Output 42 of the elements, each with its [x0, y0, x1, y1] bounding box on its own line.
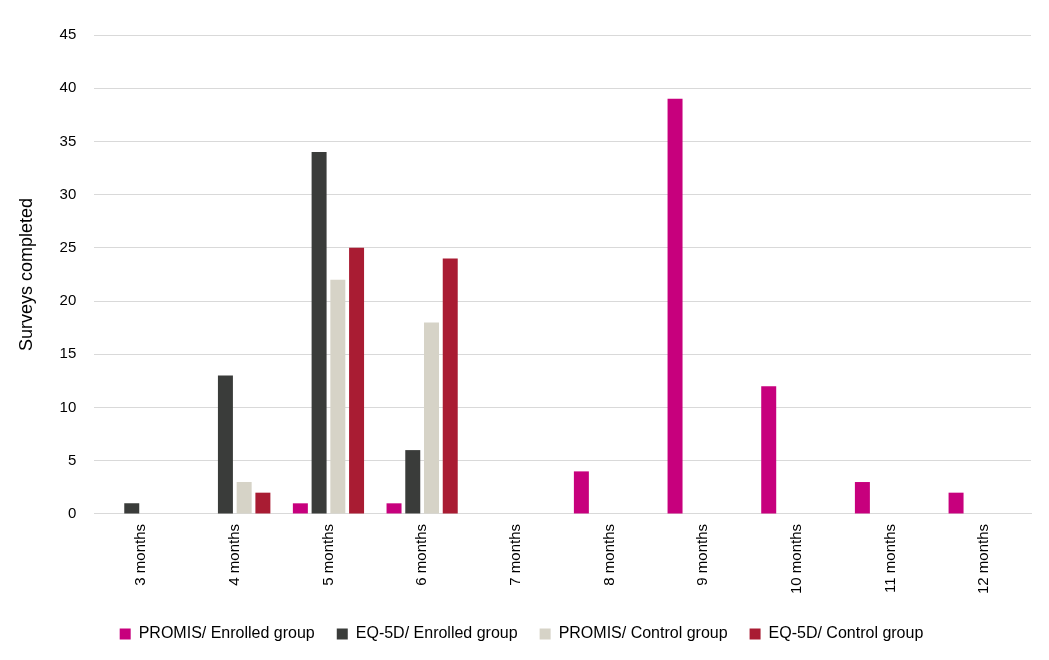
- legend-label: PROMIS/ Enrolled group: [138, 624, 315, 642]
- bar: [424, 322, 439, 514]
- y-tick-label: 35: [59, 131, 77, 149]
- y-tick-label: 25: [59, 238, 77, 256]
- bar: [292, 503, 308, 514]
- x-tick-label: 12 months: [974, 523, 992, 595]
- x-tick-label: 6 months: [412, 523, 430, 586]
- bar: [124, 503, 140, 514]
- y-axis-title: Surveys completed: [15, 197, 36, 352]
- x-tick-label: 7 months: [505, 523, 523, 586]
- x-tick-label: 9 months: [693, 523, 711, 586]
- bar: [854, 482, 870, 514]
- bar: [948, 492, 964, 514]
- bar: [217, 375, 233, 514]
- y-tick-label: 20: [59, 291, 77, 309]
- bar: [761, 386, 777, 514]
- y-tick-label: 15: [59, 344, 77, 362]
- legend-label: EQ-5D/ Enrolled group: [355, 624, 518, 642]
- legend-label: EQ-5D/ Control group: [768, 624, 924, 642]
- y-tick-label: 45: [59, 25, 77, 43]
- x-tick-label: 11 months: [880, 523, 898, 593]
- bar: [330, 279, 346, 514]
- x-tick-label: 3 months: [131, 523, 149, 586]
- legend-label: PROMIS/ Control group: [558, 624, 728, 642]
- bar: [573, 471, 589, 514]
- bar: [349, 247, 365, 514]
- y-tick-label: 0: [67, 504, 77, 522]
- bar: [311, 152, 327, 514]
- bar: [255, 492, 271, 514]
- bar: [405, 450, 421, 514]
- y-tick-label: 40: [59, 78, 77, 96]
- y-tick-label: 30: [59, 184, 77, 202]
- bar: [667, 98, 683, 514]
- y-tick-label: 10: [59, 397, 77, 415]
- bar: [442, 258, 458, 514]
- bar: [236, 482, 252, 514]
- bar: [386, 503, 402, 514]
- x-tick-label: 10 months: [786, 523, 804, 595]
- x-tick-label: 4 months: [224, 523, 242, 586]
- x-tick-label: 5 months: [318, 523, 336, 586]
- y-tick-label: 5: [67, 450, 77, 468]
- x-tick-label: 8 months: [599, 523, 617, 586]
